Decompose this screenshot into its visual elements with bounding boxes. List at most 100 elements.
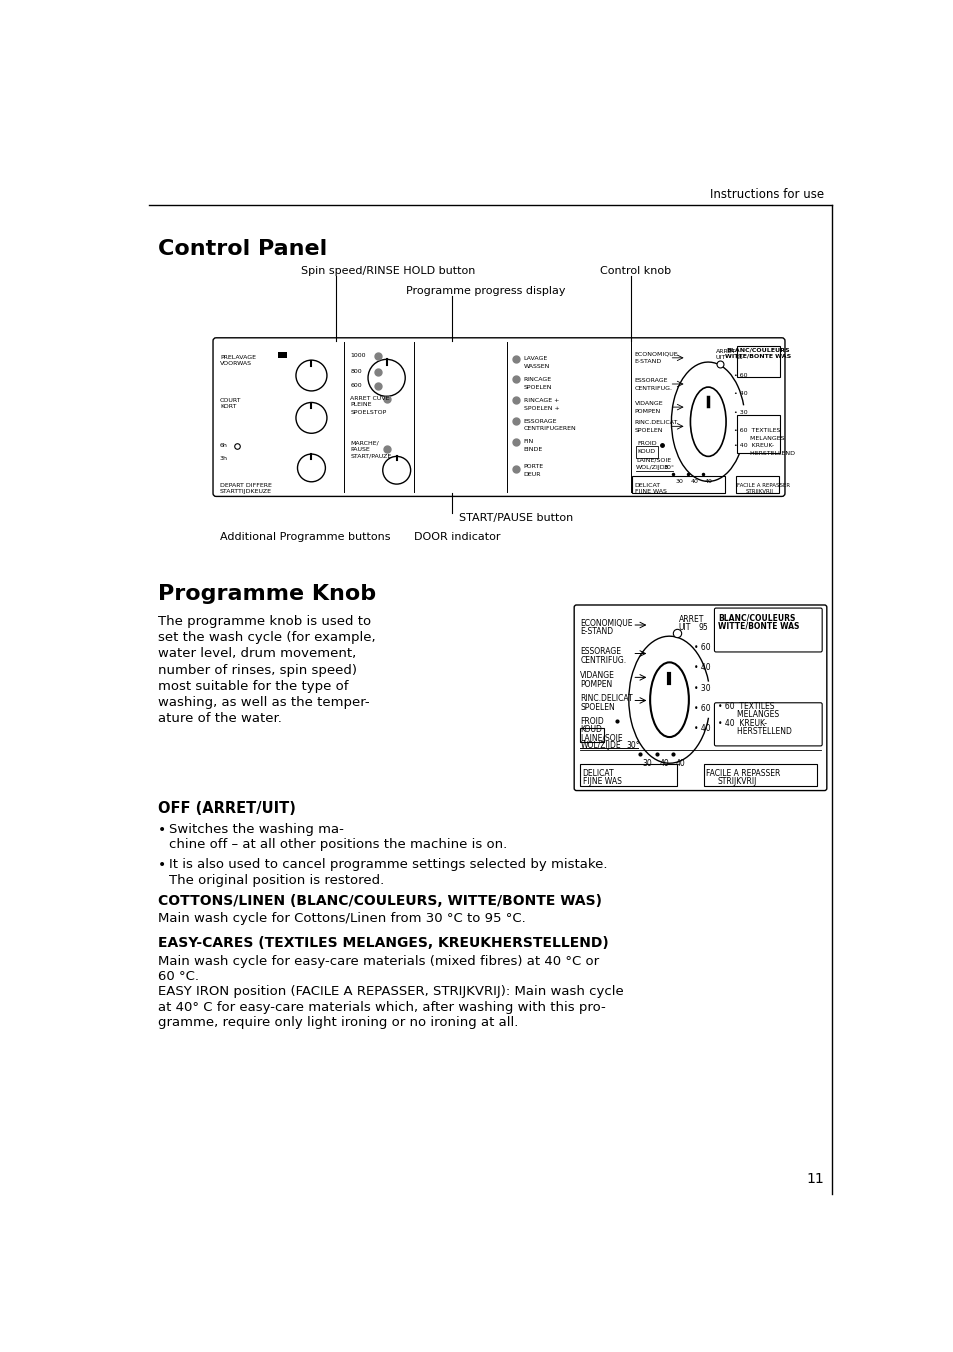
Text: The original position is restored.: The original position is restored. (169, 873, 384, 887)
Text: LAINE/SOIE: LAINE/SOIE (636, 458, 671, 462)
Text: EINDE: EINDE (523, 448, 542, 452)
Text: WASSEN: WASSEN (523, 364, 550, 369)
FancyBboxPatch shape (714, 608, 821, 652)
Text: ARRET: ARRET (716, 349, 736, 354)
Text: FACILE A REPASSER: FACILE A REPASSER (736, 483, 789, 488)
Text: The programme knob is used to: The programme knob is used to (158, 615, 371, 627)
Text: 40: 40 (675, 758, 685, 768)
Text: • 60: • 60 (733, 373, 746, 379)
Text: STARTTIJDKEUZE: STARTTIJDKEUZE (220, 489, 272, 495)
Text: RINCAGE +: RINCAGE + (523, 397, 558, 403)
Text: at 40° C for easy-care materials which, after washing with this pro-: at 40° C for easy-care materials which, … (158, 1000, 605, 1014)
Text: FACILE A REPASSER: FACILE A REPASSER (705, 769, 780, 777)
Text: • 60  TEXTILES: • 60 TEXTILES (733, 427, 780, 433)
Bar (636, 446, 658, 458)
Text: STRIJKVRIJ: STRIJKVRIJ (744, 489, 773, 495)
Text: ECONOMIQUE: ECONOMIQUE (634, 352, 678, 357)
Text: FIN: FIN (523, 439, 534, 445)
Text: 1000: 1000 (350, 353, 365, 358)
Text: BLANC/COULEURS: BLANC/COULEURS (726, 347, 790, 352)
Text: SPOELEN: SPOELEN (579, 703, 615, 711)
Text: Main wash cycle for Cottons/Linen from 30 °C to 95 °C.: Main wash cycle for Cottons/Linen from 3… (158, 913, 525, 925)
Text: MARCHE/: MARCHE/ (350, 441, 378, 446)
Bar (632, 476, 724, 493)
Text: • 40: • 40 (694, 725, 710, 733)
Text: EASY IRON position (FACILE A REPASSER, STRIJKVRIJ): Main wash cycle: EASY IRON position (FACILE A REPASSER, S… (158, 986, 623, 998)
Text: CENTRIFUG.: CENTRIFUG. (634, 385, 672, 391)
Text: water level, drum movement,: water level, drum movement, (158, 648, 355, 660)
Text: DELICAT: DELICAT (634, 483, 660, 488)
Text: • 40: • 40 (733, 391, 746, 396)
Text: ESSORAGE: ESSORAGE (634, 377, 667, 383)
Text: WOL/ZIJDE: WOL/ZIJDE (636, 465, 669, 470)
FancyBboxPatch shape (714, 703, 821, 746)
Text: HERSTELLEND: HERSTELLEND (733, 452, 794, 456)
Text: Control Panel: Control Panel (158, 239, 327, 260)
Text: • 60: • 60 (694, 703, 710, 713)
Text: FIJNE WAS: FIJNE WAS (634, 489, 666, 495)
Text: POMPEN: POMPEN (634, 408, 660, 414)
Text: CENTRIFUG.: CENTRIFUG. (579, 656, 626, 665)
Text: DOOR indicator: DOOR indicator (414, 531, 499, 542)
Text: E-STAND: E-STAND (579, 627, 613, 637)
Bar (736, 476, 778, 493)
Bar (278, 352, 287, 358)
Text: DEUR: DEUR (523, 472, 540, 477)
Text: 6h: 6h (220, 442, 228, 448)
Text: SPOELEN: SPOELEN (523, 385, 552, 389)
Text: COTTONS/LINEN (BLANC/COULEURS, WITTE/BONTE WAS): COTTONS/LINEN (BLANC/COULEURS, WITTE/BON… (158, 894, 601, 907)
Text: Spin speed/RINSE HOLD button: Spin speed/RINSE HOLD button (301, 266, 476, 276)
Text: • 30: • 30 (733, 410, 746, 415)
Text: chine off – at all other positions the machine is on.: chine off – at all other positions the m… (169, 838, 507, 852)
Text: LAINE/SOIE: LAINE/SOIE (579, 734, 622, 742)
Text: RINC.DELICAT: RINC.DELICAT (579, 695, 633, 703)
Bar (579, 764, 677, 786)
Text: • 30: • 30 (694, 684, 710, 694)
Text: ESSORAGE: ESSORAGE (523, 419, 557, 423)
Text: 800: 800 (350, 369, 361, 373)
Text: ARRET: ARRET (679, 615, 703, 625)
Text: Instructions for use: Instructions for use (710, 188, 823, 201)
Text: STRIJKVRIJ: STRIJKVRIJ (717, 776, 756, 786)
Bar (579, 729, 603, 742)
Text: most suitable for the type of: most suitable for the type of (158, 680, 348, 692)
Text: RINC.DELICAT: RINC.DELICAT (634, 420, 678, 425)
Text: RINCAGE: RINCAGE (523, 377, 552, 383)
Text: PAUSE: PAUSE (350, 448, 370, 452)
Text: Switches the washing ma-: Switches the washing ma- (169, 823, 343, 836)
Text: KOUD: KOUD (637, 449, 655, 454)
Text: •: • (158, 823, 166, 837)
Text: SPOELSTOP: SPOELSTOP (350, 410, 386, 415)
Text: 30: 30 (641, 758, 652, 768)
Text: OFF (ARRET/UIT): OFF (ARRET/UIT) (158, 802, 295, 817)
Text: It is also used to cancel programme settings selected by mistake.: It is also used to cancel programme sett… (169, 859, 607, 871)
Text: UIT: UIT (716, 354, 725, 360)
Text: VIDANGE: VIDANGE (579, 671, 615, 680)
Text: •: • (158, 859, 166, 872)
Text: PLEINE: PLEINE (350, 403, 372, 407)
Text: 3h: 3h (220, 457, 228, 461)
Text: washing, as well as the temper-: washing, as well as the temper- (158, 696, 369, 708)
FancyBboxPatch shape (736, 346, 780, 377)
Text: POMPEN: POMPEN (579, 680, 612, 688)
Text: VIDANGE: VIDANGE (634, 402, 662, 406)
Text: START/PAUSE button: START/PAUSE button (458, 512, 573, 523)
Text: VOORWAS: VOORWAS (220, 361, 252, 366)
Text: SPOELEN: SPOELEN (634, 427, 662, 433)
Text: • 60  TEXTILES: • 60 TEXTILES (717, 702, 773, 711)
Text: Control knob: Control knob (599, 266, 670, 276)
Text: 30: 30 (675, 479, 683, 484)
Text: START/PAUZE: START/PAUZE (350, 453, 391, 458)
Text: ature of the water.: ature of the water. (158, 713, 281, 725)
Text: number of rinses, spin speed): number of rinses, spin speed) (158, 664, 356, 676)
Text: BLANC/COULEURS: BLANC/COULEURS (718, 614, 795, 622)
Text: gramme, require only light ironing or no ironing at all.: gramme, require only light ironing or no… (158, 1017, 517, 1029)
Text: 60 °C.: 60 °C. (158, 969, 199, 983)
Text: UIT: UIT (679, 623, 691, 631)
Bar (703, 764, 816, 786)
Text: KORT: KORT (220, 404, 236, 410)
Text: • 40: • 40 (694, 662, 710, 672)
Text: E-STAND: E-STAND (634, 360, 661, 364)
Text: 40: 40 (703, 479, 712, 484)
Text: 30°: 30° (662, 465, 674, 470)
